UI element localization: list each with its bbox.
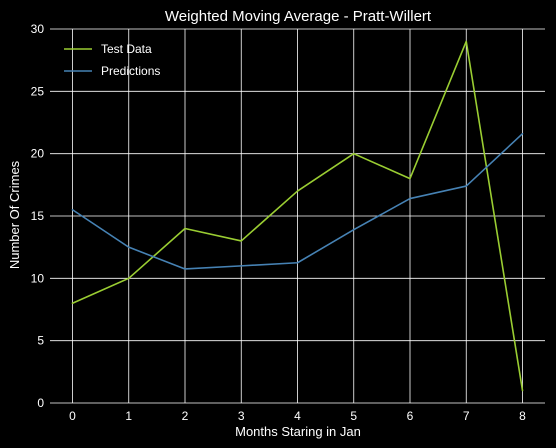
legend-label-test-data: Test Data <box>101 42 152 56</box>
chart-title: Weighted Moving Average - Pratt-Willert <box>165 8 432 25</box>
y-tick-label: 30 <box>31 22 45 36</box>
x-tick-label: 4 <box>294 409 301 423</box>
tick-labels: 0 1 2 3 4 5 6 7 8 0 5 10 15 20 25 30 <box>31 22 527 423</box>
x-tick-label: 8 <box>519 409 526 423</box>
x-tick-label: 2 <box>182 409 189 423</box>
y-tick-label: 10 <box>31 271 45 285</box>
x-tick-label: 1 <box>125 409 132 423</box>
x-tick-label: 7 <box>463 409 470 423</box>
y-axis-label: Number Of Crimes <box>7 160 22 269</box>
x-tick-label: 0 <box>69 409 76 423</box>
x-axis-label: Months Staring in Jan <box>235 424 361 439</box>
y-tick-label: 0 <box>37 396 44 410</box>
legend: Test Data Predictions <box>64 42 160 78</box>
y-tick-label: 20 <box>31 147 45 161</box>
y-tick-label: 15 <box>31 209 45 223</box>
x-tick-label: 3 <box>238 409 245 423</box>
grid-lines <box>50 29 545 403</box>
x-tick-label: 6 <box>407 409 414 423</box>
y-tick-label: 25 <box>31 84 45 98</box>
legend-label-predictions: Predictions <box>101 64 160 78</box>
x-tick-label: 5 <box>350 409 357 423</box>
y-tick-label: 5 <box>37 334 44 348</box>
